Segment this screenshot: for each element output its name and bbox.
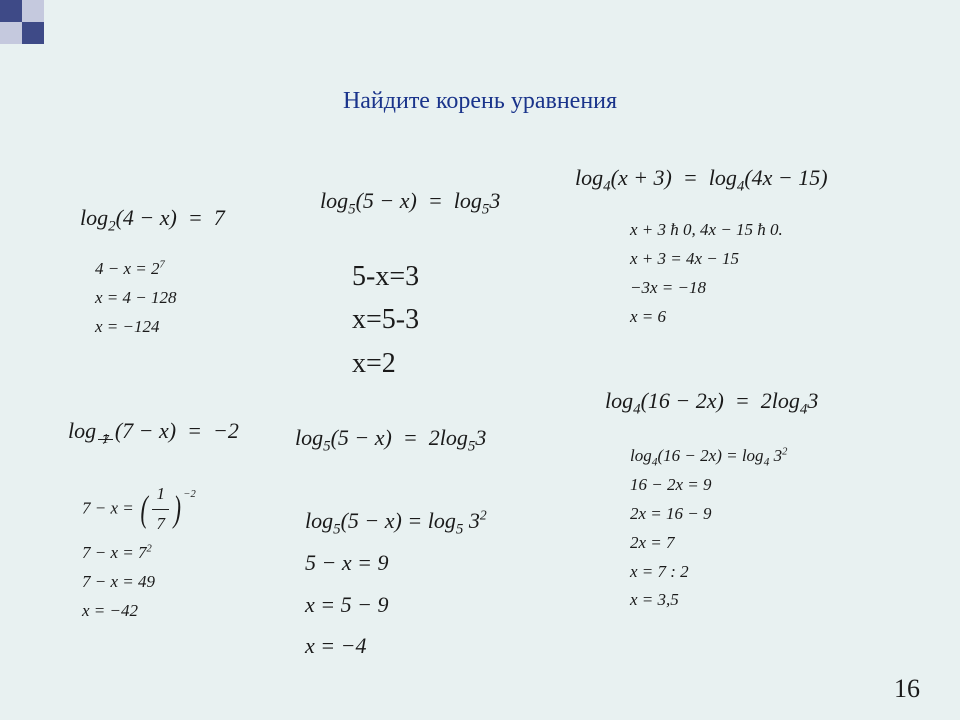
equation-r1c2: log5(5 − x) = log53 xyxy=(320,188,500,214)
work-r2c1: 7 − x = (17)−27 − x = 727 − x = 49x = −4… xyxy=(82,480,196,625)
corner-sq xyxy=(22,0,44,22)
equation-r2c3: log4(16 − 2x) = 2log43 xyxy=(605,388,818,414)
corner-decoration xyxy=(0,0,84,64)
corner-sq xyxy=(0,0,22,22)
equation-r2c2: log5(5 − x) = 2log53 xyxy=(295,425,486,451)
corner-sq xyxy=(0,22,22,44)
page-title: Найдите корень уравнения xyxy=(0,88,960,115)
equation-r2c1: log17(7 − x) = −2 xyxy=(68,418,239,444)
corner-sq xyxy=(44,22,66,44)
work-r2c3: log4(16 − 2x) = log4 3216 − 2x = 92x = 1… xyxy=(630,442,787,615)
page-number: 16 xyxy=(894,674,920,704)
equation-r1c1: log2(4 − x) = 7 xyxy=(80,205,225,231)
work-r1c3: x + 3 ħ 0, 4x − 15 ħ 0.x + 3 = 4x − 15−3… xyxy=(630,216,783,332)
work-r2c2: log5(5 − x) = log5 325 − x = 9x = 5 − 9x… xyxy=(305,500,487,667)
work-r1c1: 4 − x = 27x = 4 − 128x = −124 xyxy=(95,255,177,342)
equation-r1c3: log4(x + 3) = log4(4x − 15) xyxy=(575,165,828,191)
work-r1c2: 5-x=3x=5-3x=2 xyxy=(352,255,419,385)
corner-sq xyxy=(22,22,44,44)
